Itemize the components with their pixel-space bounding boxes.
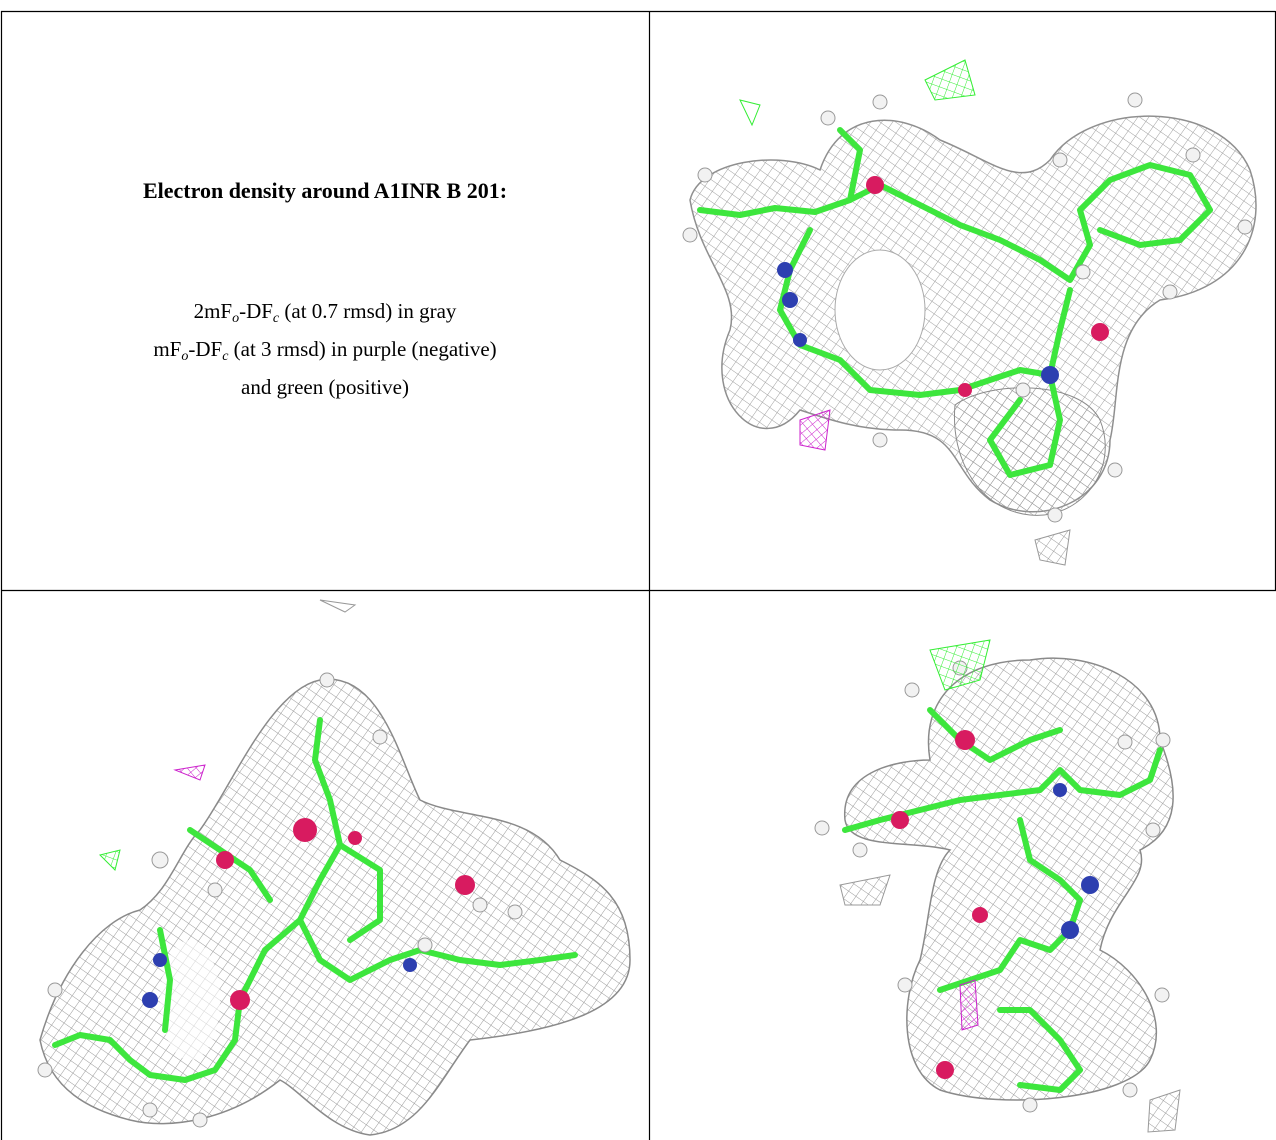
caption-line: mFo-DFc (at 3 rmsd) in purple (negative) xyxy=(2,334,648,372)
subscript: c xyxy=(222,349,229,364)
density-image-2 xyxy=(37,599,631,1136)
caption-text: and green (positive) xyxy=(241,375,409,399)
density-image-3 xyxy=(814,639,1181,1133)
caption-text: -DF xyxy=(188,337,223,361)
caption-text: mF xyxy=(153,337,182,361)
caption-text: (at 3 rmsd) in purple (negative) xyxy=(228,337,497,361)
caption-cell: Electron density around A1INR B 201: 2mF… xyxy=(2,12,648,589)
caption-text: 2mF xyxy=(193,299,233,323)
caption-lines: 2mFo-DFc (at 0.7 rmsd) in gray mFo-DFc (a… xyxy=(2,296,648,402)
caption-line: and green (positive) xyxy=(2,372,648,402)
subscript: o xyxy=(232,311,240,326)
caption-text: (at 0.7 rmsd) in gray xyxy=(279,299,457,323)
caption-text: -DF xyxy=(239,299,273,323)
caption-line: 2mFo-DFc (at 0.7 rmsd) in gray xyxy=(2,296,648,334)
caption-title: Electron density around A1INR B 201: xyxy=(142,178,508,203)
subscript: c xyxy=(272,311,280,326)
subscript: o xyxy=(181,349,189,364)
density-image-1 xyxy=(682,59,1257,566)
